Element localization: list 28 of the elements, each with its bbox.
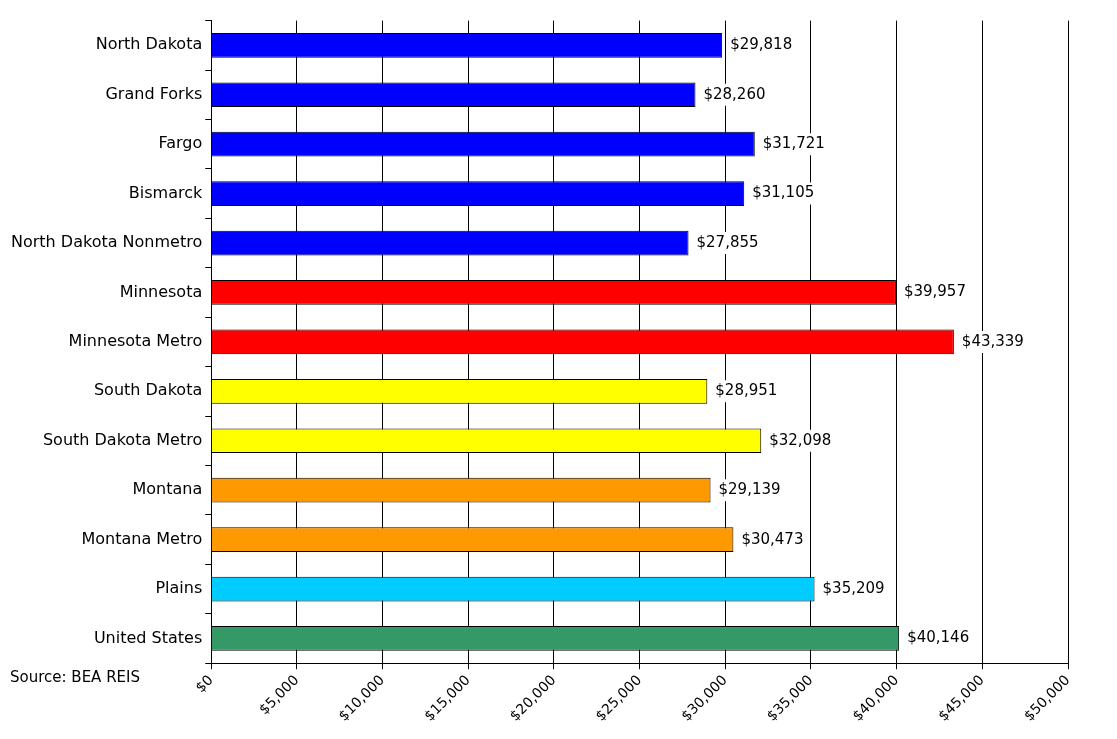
data-label: $31,105 bbox=[752, 183, 815, 202]
y-tick-label: Fargo bbox=[158, 133, 203, 153]
y-tick-label: South Dakota bbox=[93, 380, 203, 400]
source-note: Source: BEA REIS bbox=[10, 667, 140, 686]
data-label: $35,209 bbox=[822, 578, 885, 597]
data-label: $29,818 bbox=[730, 35, 793, 54]
y-tick-label: Montana bbox=[132, 479, 203, 499]
y-tick-label: Grand Forks bbox=[105, 83, 203, 103]
data-label: $27,855 bbox=[696, 232, 759, 251]
y-tick-label: Plains bbox=[155, 578, 203, 598]
y-tick-label: Minnesota bbox=[119, 281, 203, 301]
data-label: $28,951 bbox=[715, 381, 778, 400]
y-tick-label: Montana Metro bbox=[81, 528, 203, 548]
data-label: $30,473 bbox=[741, 529, 804, 548]
y-tick-label: North Dakota bbox=[95, 34, 203, 54]
y-tick-label: South Dakota Metro bbox=[42, 429, 203, 449]
y-tick-label: Bismarck bbox=[128, 182, 203, 202]
data-label: $28,260 bbox=[703, 84, 766, 103]
data-label: $29,139 bbox=[718, 480, 781, 499]
data-label: $43,339 bbox=[961, 331, 1024, 350]
data-label: $32,098 bbox=[769, 430, 832, 449]
x-tick-label: $0 bbox=[192, 671, 216, 696]
data-label: $31,721 bbox=[762, 134, 825, 153]
y-tick-label: North Dakota Nonmetro bbox=[10, 232, 203, 252]
y-tick-label: Minnesota Metro bbox=[68, 331, 203, 351]
data-label: $40,146 bbox=[907, 628, 970, 647]
y-tick-label: United States bbox=[93, 627, 203, 647]
data-label: $39,957 bbox=[903, 282, 966, 301]
